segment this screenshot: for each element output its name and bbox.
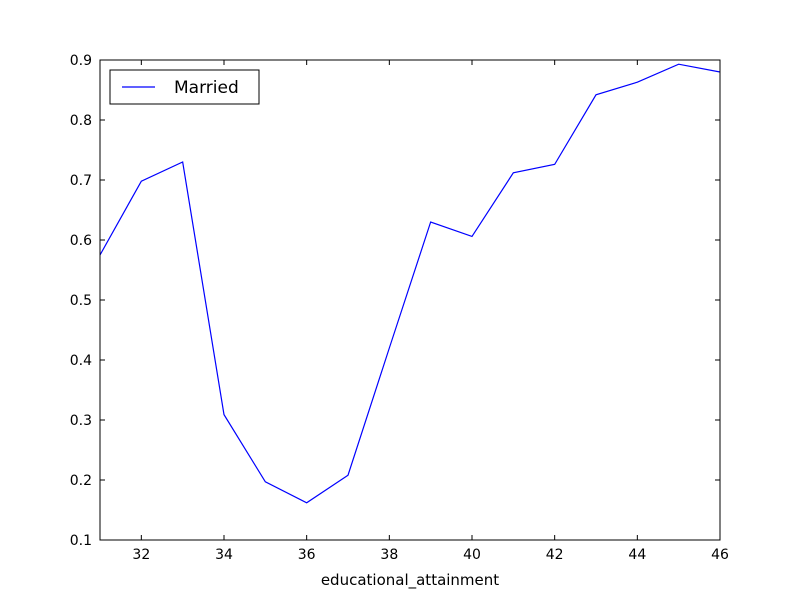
x-tick-label: 40 <box>463 547 481 563</box>
x-tick-label: 38 <box>380 547 398 563</box>
x-tick-label: 32 <box>132 547 150 563</box>
legend-label-married: Married <box>174 78 239 98</box>
plot-area <box>99 63 721 504</box>
x-axis-label: educational_attainment <box>321 571 499 590</box>
y-tick-label: 0.4 <box>70 353 92 369</box>
y-tick-label: 0.2 <box>70 473 92 489</box>
y-tick-label: 0.9 <box>70 53 92 69</box>
y-tick-label: 0.6 <box>70 233 92 249</box>
y-tick-label: 0.7 <box>70 173 92 189</box>
y-tick-label: 0.1 <box>70 533 92 549</box>
y-axis: 0.1 0.2 0.3 0.4 0.5 0.6 0.7 0.8 0.9 <box>70 53 720 549</box>
x-tick-label: 46 <box>711 547 729 563</box>
plot-frame <box>99 59 721 541</box>
x-tick-label: 36 <box>298 547 316 563</box>
x-tick-label: 42 <box>546 547 564 563</box>
x-tick-label: 34 <box>215 547 233 563</box>
x-axis: 32 34 36 38 40 42 44 46 <box>132 60 729 563</box>
y-tick-label: 0.3 <box>70 413 92 429</box>
series-line-married <box>99 63 721 504</box>
x-tick-label: 44 <box>628 547 646 563</box>
legend: Married <box>109 69 260 105</box>
y-tick-label: 0.8 <box>70 113 92 129</box>
y-tick-label: 0.5 <box>70 293 92 309</box>
